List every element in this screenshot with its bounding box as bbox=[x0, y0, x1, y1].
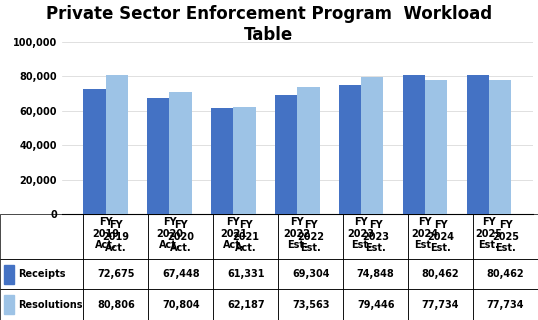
Text: 72,675: 72,675 bbox=[97, 269, 134, 279]
Bar bbox=[148, 289, 213, 320]
Bar bbox=[489, 80, 511, 214]
Bar bbox=[213, 259, 278, 289]
Text: FY
2023
Est.: FY 2023 Est. bbox=[362, 220, 389, 253]
Bar bbox=[278, 259, 343, 289]
Text: 73,563: 73,563 bbox=[292, 300, 329, 310]
Text: 62,187: 62,187 bbox=[227, 300, 265, 310]
Bar bbox=[466, 76, 489, 214]
Bar bbox=[147, 98, 169, 214]
Text: 69,304: 69,304 bbox=[292, 269, 329, 279]
Bar bbox=[211, 108, 233, 214]
Bar bbox=[0, 289, 83, 320]
Text: FY
2022
Est.: FY 2022 Est. bbox=[297, 220, 324, 253]
Bar bbox=[425, 80, 448, 214]
Bar bbox=[169, 92, 192, 214]
Text: 77,734: 77,734 bbox=[422, 300, 459, 310]
Text: 80,806: 80,806 bbox=[97, 300, 134, 310]
Bar bbox=[343, 289, 408, 320]
Bar bbox=[4, 295, 14, 314]
Bar bbox=[343, 259, 408, 289]
Text: 70,804: 70,804 bbox=[162, 300, 200, 310]
Bar bbox=[83, 89, 105, 214]
Text: FY
2020
Act.: FY 2020 Act. bbox=[167, 220, 194, 253]
Bar bbox=[233, 107, 256, 214]
Bar bbox=[402, 76, 425, 214]
Bar bbox=[275, 95, 298, 214]
Bar bbox=[0, 259, 83, 289]
Bar bbox=[408, 259, 473, 289]
Text: 77,734: 77,734 bbox=[487, 300, 524, 310]
Text: 67,448: 67,448 bbox=[162, 269, 200, 279]
Bar bbox=[83, 289, 148, 320]
Text: FY
2021
Act.: FY 2021 Act. bbox=[232, 220, 259, 253]
Bar bbox=[83, 214, 148, 259]
Text: 80,462: 80,462 bbox=[487, 269, 525, 279]
Bar bbox=[0, 214, 83, 259]
Text: Resolutions: Resolutions bbox=[18, 300, 82, 310]
Bar bbox=[148, 214, 213, 259]
Bar bbox=[473, 214, 538, 259]
Bar bbox=[473, 289, 538, 320]
Bar bbox=[473, 259, 538, 289]
Bar bbox=[83, 259, 148, 289]
Bar bbox=[4, 265, 14, 284]
Text: Private Sector Enforcement Program  Workload
Table: Private Sector Enforcement Program Workl… bbox=[46, 5, 492, 44]
Text: 79,446: 79,446 bbox=[357, 300, 394, 310]
Bar bbox=[408, 214, 473, 259]
Bar bbox=[278, 289, 343, 320]
Text: 61,331: 61,331 bbox=[227, 269, 265, 279]
Text: 74,848: 74,848 bbox=[357, 269, 394, 279]
Bar bbox=[213, 214, 278, 259]
Bar bbox=[339, 85, 361, 214]
Text: FY
2024
Est.: FY 2024 Est. bbox=[427, 220, 454, 253]
Bar bbox=[361, 77, 384, 214]
Bar bbox=[297, 87, 320, 214]
Bar bbox=[278, 214, 343, 259]
Bar bbox=[408, 289, 473, 320]
Text: FY
2019
Act.: FY 2019 Act. bbox=[102, 220, 129, 253]
Bar bbox=[343, 214, 408, 259]
Bar bbox=[213, 289, 278, 320]
Text: Receipts: Receipts bbox=[18, 269, 65, 279]
Text: 80,462: 80,462 bbox=[422, 269, 459, 279]
Text: FY
2025
Est.: FY 2025 Est. bbox=[492, 220, 519, 253]
Bar bbox=[105, 75, 128, 214]
Bar bbox=[148, 259, 213, 289]
